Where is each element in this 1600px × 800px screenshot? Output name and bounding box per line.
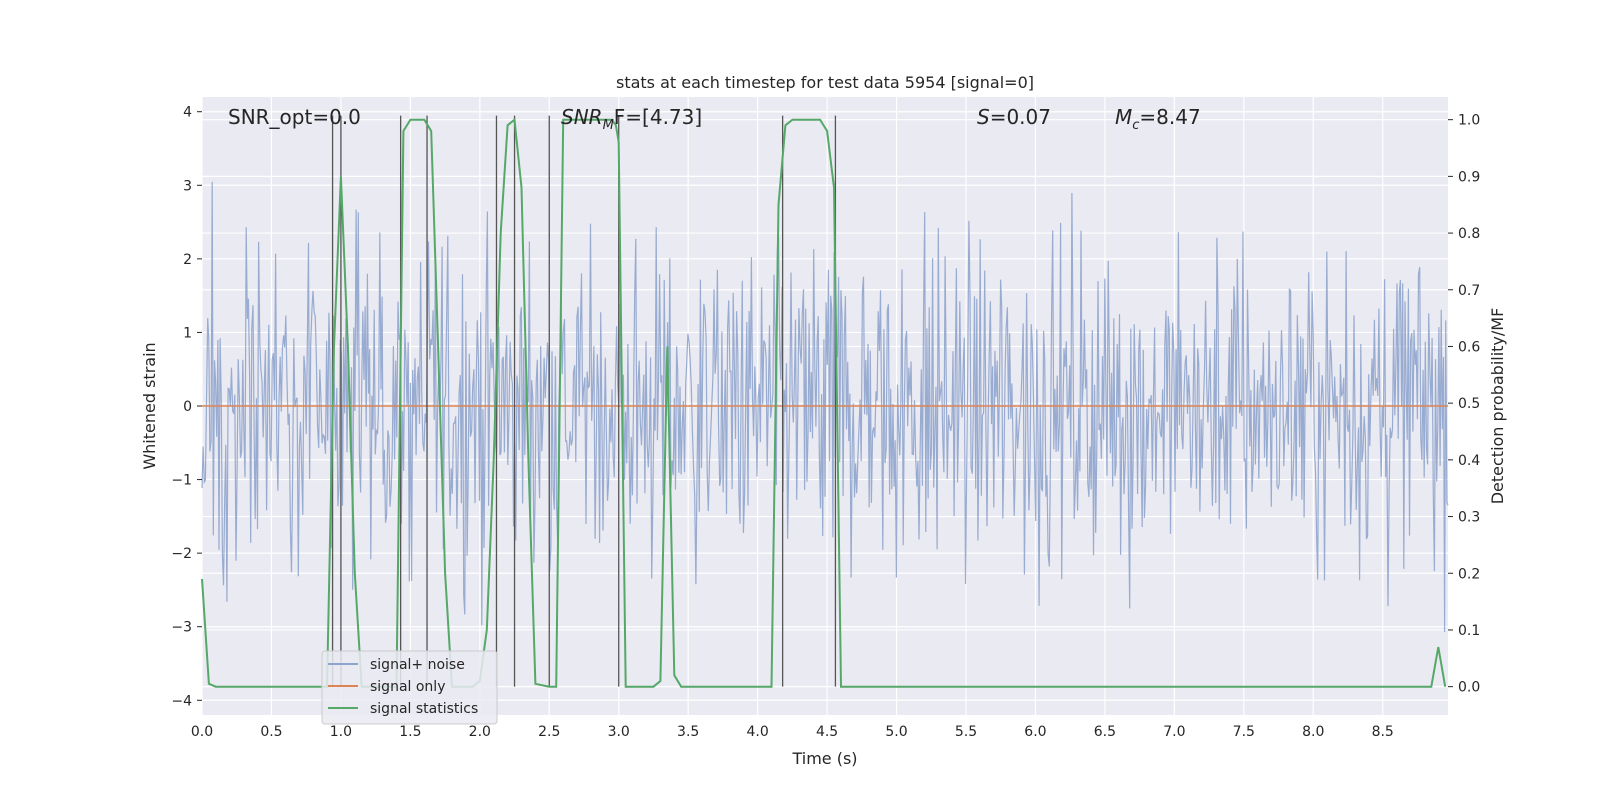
legend-label-signal-noise: signal+ noise: [370, 657, 465, 673]
x-tick-label: 4.0: [746, 724, 768, 740]
series-signal-statistics: [201, 117, 1447, 688]
left-y-tick-label: 2: [183, 252, 192, 268]
legend-box: [321, 650, 498, 725]
right-y-tick-label: 0.9: [1458, 169, 1480, 185]
annotation-mc-value: =8.47: [1139, 105, 1200, 129]
annotation-mc-symbol: M: [1115, 105, 1132, 129]
right-y-tick-label: 0.3: [1458, 510, 1480, 526]
right-y-tick-label: 0.8: [1458, 226, 1480, 242]
left-y-tick-label: 0: [183, 399, 192, 415]
x-tick-label: 0.0: [191, 724, 213, 740]
left-y-tick-label: −3: [171, 620, 192, 636]
noise-trace: [201, 181, 1449, 632]
x-tick-label: 5.0: [885, 724, 907, 740]
annotation-snr-mf-sub: M: [603, 118, 614, 133]
right-y-tick-label: 0.4: [1458, 453, 1480, 469]
left-y-tick-label: 1: [183, 325, 192, 341]
chart-title: stats at each timestep for test data 595…: [616, 73, 1034, 92]
x-tick-label: 2.5: [538, 724, 560, 740]
right-y-tick-label: 0.1: [1458, 623, 1480, 639]
right-y-tick-label: 0.5: [1458, 396, 1480, 412]
right-y-tick-label: 0.2: [1458, 566, 1480, 582]
annotation-snr-mf-rest: F=[4.73]: [614, 105, 702, 129]
x-tick-label: 1.0: [330, 724, 352, 740]
left-y-axis-ticks: 4 3 2 1 0 −1 −2 −3 −4: [171, 105, 202, 709]
right-y-axis-label: Detection probability/MF: [1488, 308, 1507, 505]
x-tick-label: 3.0: [608, 724, 630, 740]
x-tick-label: 3.5: [677, 724, 699, 740]
left-y-tick-label: −4: [171, 693, 192, 709]
x-tick-label: 8.0: [1302, 724, 1324, 740]
annotation-mc: Mc=8.47: [1115, 105, 1201, 133]
right-y-tick-label: 0.7: [1458, 283, 1480, 299]
right-y-axis-ticks: 1.0 0.9 0.8 0.7 0.6 0.5 0.4 0.3 0.2 0.1 0.0: [1448, 113, 1480, 696]
x-tick-label: 1.5: [399, 724, 421, 740]
left-y-tick-label: 4: [183, 105, 192, 121]
x-tick-label: 7.0: [1163, 724, 1185, 740]
series-signal-noise: [201, 181, 1449, 632]
x-tick-label: 6.0: [1024, 724, 1046, 740]
x-tick-label: 6.5: [1094, 724, 1116, 740]
left-y-tick-label: 3: [183, 178, 192, 194]
left-y-tick-label: −1: [171, 473, 192, 489]
statistics-line: [201, 117, 1447, 688]
annotation-s-symbol: S: [977, 105, 990, 129]
left-y-axis-label: Whitened strain: [140, 342, 159, 469]
legend: signal+ noise signal only signal statist…: [321, 650, 498, 725]
x-tick-label: 0.5: [260, 724, 282, 740]
annotation-snr-mf-main: SNR: [561, 105, 603, 129]
left-y-tick-label: −2: [171, 546, 192, 562]
right-y-tick-label: 0.6: [1458, 339, 1480, 355]
x-tick-label: 8.5: [1372, 724, 1394, 740]
legend-label-signal-only: signal only: [370, 679, 445, 695]
x-axis-ticks: 0.0 0.5 1.0 1.5 2.0 2.5 3.0 3.5 4.0 4.5 5.0 5.5 6.0 6…: [191, 724, 1394, 740]
annotation-s-value: =0.07: [990, 105, 1051, 129]
annotation-s: S=0.07: [977, 105, 1051, 129]
x-tick-label: 7.5: [1233, 724, 1255, 740]
x-tick-label: 2.0: [469, 724, 491, 740]
x-tick-label: 4.5: [816, 724, 838, 740]
x-axis-label: Time (s): [791, 749, 857, 768]
right-y-tick-label: 1.0: [1458, 113, 1480, 129]
annotation-mc-sub: c: [1132, 118, 1139, 133]
annotation-snr-mf: SNRMF=[4.73]: [561, 105, 702, 133]
annotation-snr-opt: SNR_opt=0.0: [228, 105, 361, 129]
right-y-tick-label: 0.0: [1458, 680, 1480, 696]
x-tick-label: 5.5: [955, 724, 977, 740]
legend-label-signal-statistics: signal statistics: [370, 701, 478, 717]
